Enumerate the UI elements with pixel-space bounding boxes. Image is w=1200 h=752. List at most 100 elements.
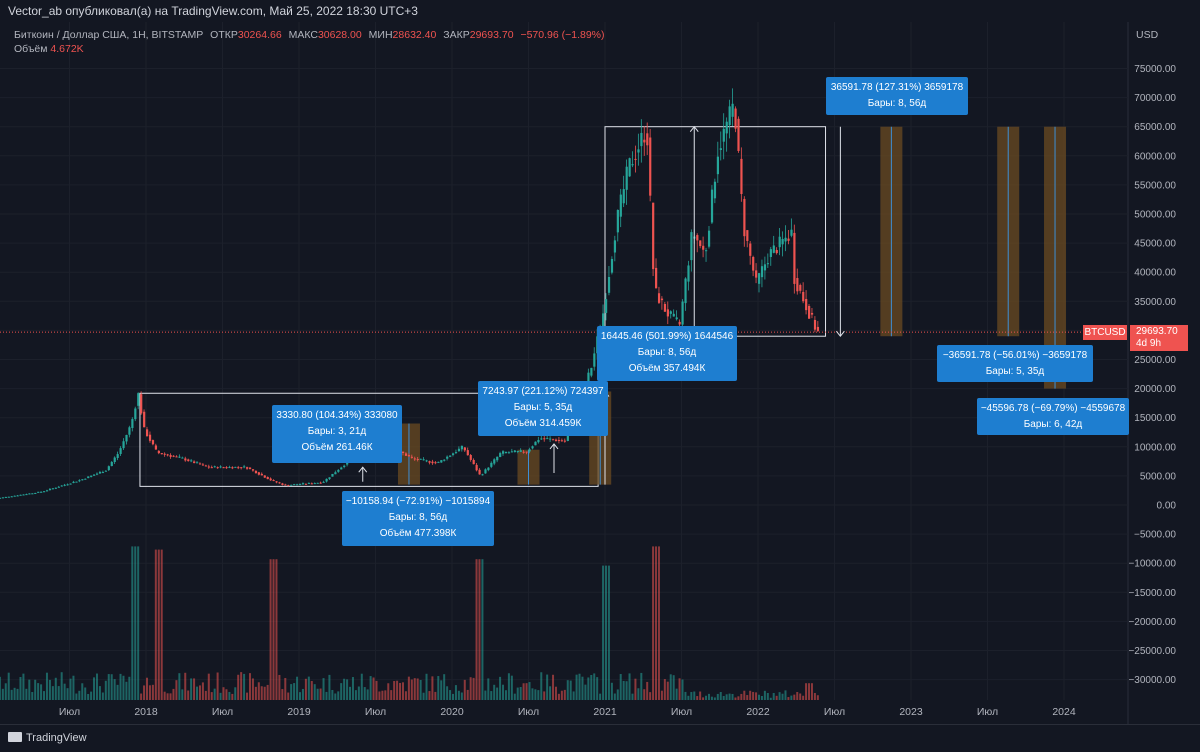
candle-body [119, 448, 122, 454]
candle-body [660, 298, 664, 301]
candle-body [766, 263, 770, 265]
candle-body [487, 467, 490, 471]
candle-body [652, 202, 655, 270]
y-tick-label: 35000.00 [1134, 297, 1176, 308]
volume-bar [799, 693, 802, 700]
candle-body [781, 239, 784, 245]
y-tick-label: 40000.00 [1134, 268, 1176, 279]
volume-bar [210, 692, 213, 700]
volume-bar [178, 673, 181, 700]
candle-body [419, 458, 422, 460]
volume-bar [605, 565, 607, 700]
candle-body [154, 445, 158, 450]
candle-body [284, 484, 287, 486]
candle-body [813, 319, 817, 330]
volume-bar [602, 565, 605, 700]
candle-body [134, 408, 137, 420]
candle-body [484, 469, 487, 474]
volume-bar [590, 674, 593, 700]
volume-bar [381, 690, 384, 700]
candle-body [449, 455, 452, 457]
volume-bar [396, 680, 399, 700]
volume-bar [148, 685, 151, 700]
volume-bar [716, 693, 719, 700]
candle-body [663, 303, 667, 312]
volume-bar [760, 695, 763, 700]
tradingview-logo-icon [8, 732, 22, 742]
candle-body [666, 309, 669, 317]
candle-body [204, 465, 208, 467]
candle-body [319, 482, 322, 484]
candle-body [637, 149, 640, 153]
annotation-box-6[interactable]: −36591.78 (−56.01%) −3659178 Бары: 5, 35… [937, 345, 1093, 382]
candle-body [740, 158, 743, 195]
candle-body [425, 460, 428, 462]
volume-bar [140, 693, 143, 700]
candle-body [104, 470, 108, 472]
x-tick-label: 2023 [899, 706, 923, 718]
volume-bar [281, 689, 284, 700]
annotation-box-3[interactable]: 7243.97 (221.12%) 724397 Бары: 5, 35д Об… [478, 381, 608, 436]
volume-bar [284, 677, 287, 700]
volume-bar [351, 677, 354, 700]
volume-bar [260, 686, 263, 700]
candle-body [428, 461, 431, 463]
volume-bar [387, 683, 390, 700]
candle-body [793, 232, 796, 284]
candle-body [1, 497, 5, 499]
annotation-box-4[interactable]: 16445.46 (501.99%) 1644546 Бары: 8, 56д … [597, 326, 737, 381]
volume-bar [443, 674, 446, 700]
y-tick-label: 15000.00 [1134, 413, 1176, 424]
annotation-4-line3: Объём 357.494К [628, 363, 706, 374]
volume-bar [125, 681, 128, 700]
volume-bar [628, 673, 631, 700]
candle-body [690, 232, 693, 261]
candle-body [263, 475, 266, 478]
candle-body [84, 478, 87, 480]
candle-body [272, 480, 275, 482]
annotation-box-2[interactable]: −10158.94 (−72.91%) −1015894 Бары: 8, 56… [342, 491, 494, 546]
volume-bar [299, 692, 301, 700]
x-tick-label: Июл [212, 706, 233, 718]
candle-body [45, 490, 49, 492]
candle-body [404, 453, 408, 456]
candle-body [643, 139, 646, 143]
volume-bar [699, 691, 702, 700]
candle-body [534, 441, 537, 446]
annotation-box-5[interactable]: 36591.78 (127.31%) 3659178 Бары: 8, 56д [826, 77, 968, 115]
candle-body [422, 459, 425, 461]
change-value: −570.96 (−1.89%) [520, 29, 605, 41]
volume-bar [34, 679, 37, 700]
volume-bar [584, 684, 587, 700]
volume-bar [546, 674, 549, 700]
volume-bar [28, 679, 31, 700]
annotation-box-7[interactable]: −45596.78 (−69.79%) −4559678 Бары: 6, 42… [977, 398, 1129, 435]
candle-body [16, 495, 19, 497]
candle-body [805, 298, 808, 311]
volume-bar [137, 546, 140, 700]
candle-body [260, 473, 263, 476]
volume-bar [425, 673, 428, 700]
volume-bar [254, 686, 257, 700]
candle-body [499, 453, 502, 457]
volume-bar [257, 682, 260, 700]
volume-bar [649, 692, 652, 700]
annotation-6-line2: Бары: 5, 35д [985, 366, 1045, 377]
volume-bar [490, 691, 493, 700]
tradingview-logo[interactable]: TradingView [8, 732, 87, 744]
price-chart[interactable]: 75000.00 70000.00 65000.00 60000.00 55000.00… [0, 0, 1200, 724]
candle-body [772, 245, 775, 253]
volume-bar [95, 673, 98, 700]
candle-body [475, 464, 478, 471]
candle-body [25, 494, 28, 496]
annotation-box-1[interactable]: 3330.80 (104.34%) 333080 Бары: 3, 21д Об… [272, 405, 402, 463]
volume-bar [204, 690, 207, 700]
candle-body [48, 488, 52, 491]
candle-body [622, 189, 625, 204]
y-tick-label: −25000.00 [1128, 646, 1176, 657]
volume-bar [87, 693, 90, 700]
candle-body [140, 394, 143, 414]
y-tick-label: −30000.00 [1128, 675, 1176, 686]
candle-body [331, 473, 334, 477]
candle-body [799, 285, 802, 291]
